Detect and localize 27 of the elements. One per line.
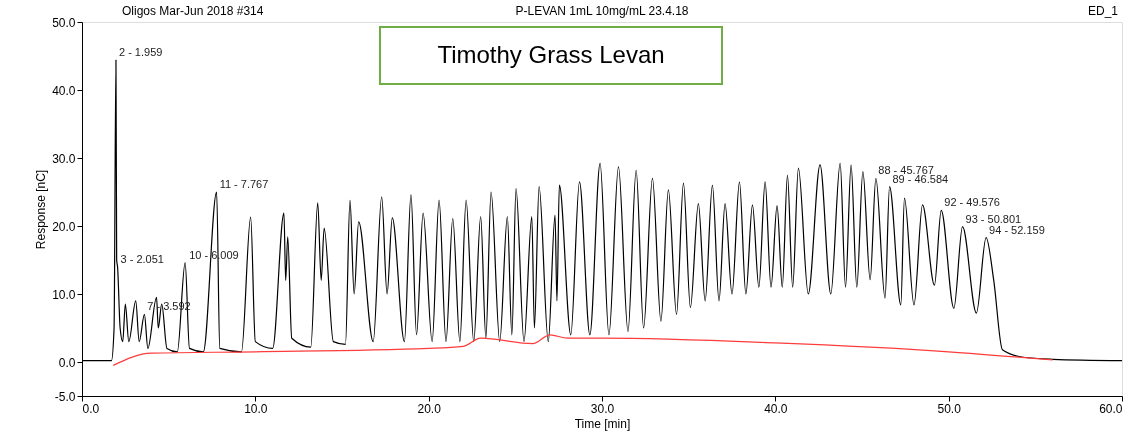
x-tick-label: 10.0	[244, 401, 268, 416]
line-series	[112, 334, 1054, 366]
annotation: 93 - 50.801	[965, 212, 1022, 225]
annotation: 2 - 1.959	[118, 46, 163, 59]
text: Oligos Mar-Jun 2018 #314	[122, 4, 264, 18]
y-tick-label: -5.0	[54, 389, 76, 404]
y-tick-label: 0.0	[58, 355, 76, 370]
annotation: 94 - 52.159	[989, 223, 1045, 236]
text: Timothy Grass Levan	[437, 40, 665, 68]
y-tick-label: 20.0	[52, 219, 76, 234]
y-axis-title: Response [nC]	[34, 169, 49, 250]
annotation: 92 - 49.576	[944, 196, 1000, 209]
x-tick-label: 40.0	[764, 401, 788, 416]
x-tick-label: 20.0	[417, 401, 442, 416]
x-tick-label: 50.0	[937, 401, 962, 416]
text: ED_1	[1087, 4, 1119, 18]
y-tick-label: 40.0	[52, 83, 76, 98]
x-tick-label: 0.0	[82, 401, 100, 416]
y-tick-label: 50.0	[52, 15, 76, 30]
y-tick-label: 10.0	[52, 287, 76, 302]
x-tick-label: 30.0	[590, 401, 615, 416]
annotation: 11 - 7.767	[219, 178, 269, 190]
x-axis-title: Time [min]	[574, 416, 631, 431]
x-tick-label: 60.0	[1099, 401, 1123, 416]
annotation: 3 - 2.051	[120, 252, 164, 265]
text: P-LEVAN 1mL 10mg/mL 23.4.18	[515, 4, 689, 18]
y-tick-label: 30.0	[52, 151, 76, 166]
